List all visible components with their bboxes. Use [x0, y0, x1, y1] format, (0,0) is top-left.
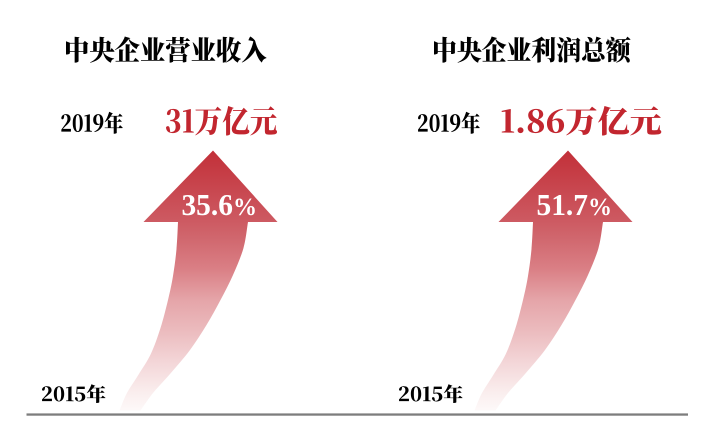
svg-text:35.6%: 35.6% [181, 188, 257, 223]
svg-text:51.7%: 51.7% [536, 188, 612, 223]
